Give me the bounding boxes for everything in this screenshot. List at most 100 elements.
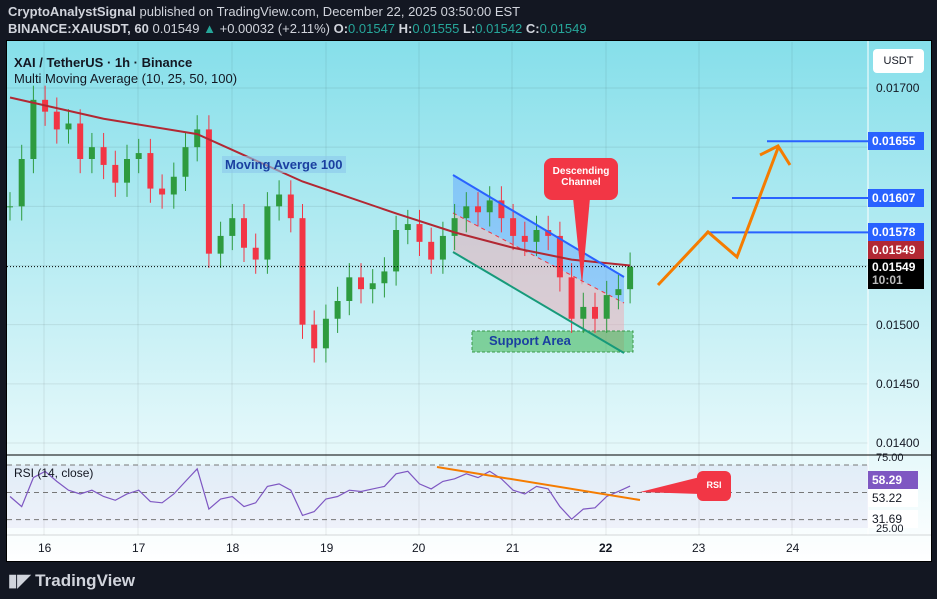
- rsi-level-tag: 31.69: [868, 510, 918, 528]
- publisher[interactable]: CryptoAnalystSignal: [8, 4, 136, 19]
- candle-body: [135, 153, 142, 159]
- candle-body: [545, 230, 552, 236]
- date-tick: 17: [132, 541, 146, 555]
- o-label: O:: [333, 21, 349, 36]
- candle-body: [205, 129, 212, 254]
- candle-body: [475, 206, 481, 213]
- candle-body: [346, 277, 353, 301]
- close: 0.01549: [539, 21, 587, 36]
- candle-body: [264, 206, 271, 260]
- candle-body: [170, 176, 177, 195]
- currency-button[interactable]: USDT: [873, 49, 924, 73]
- candle-body: [182, 147, 189, 177]
- candle-body: [603, 295, 610, 319]
- candle-body: [252, 247, 259, 260]
- candle-body: [217, 235, 224, 254]
- h-label: H:: [398, 21, 413, 36]
- tv-logo-icon: ▮◤: [8, 571, 31, 590]
- candle-body: [241, 218, 247, 248]
- rsi-level-tag: 53.22: [868, 489, 918, 507]
- last-price: 0.01549: [152, 21, 200, 36]
- candle-body: [580, 306, 587, 319]
- date-tick: 20: [412, 541, 426, 555]
- symbol-legend: XAI / TetherUS · 1h · Binance: [14, 55, 193, 70]
- channel-callout-pointer: [573, 198, 590, 285]
- candle-body: [100, 147, 107, 165]
- published-text: published on TradingView.com, December 2…: [139, 4, 521, 19]
- candle-body: [311, 324, 318, 349]
- last-price-tag: 0.01549 10:01: [868, 259, 924, 289]
- candle-body: [416, 224, 423, 242]
- channel-callout: [544, 158, 618, 200]
- date-tick: 18: [226, 541, 240, 555]
- brand-name: TradingView: [35, 571, 135, 590]
- candle-body: [381, 271, 388, 284]
- projection-path: [656, 147, 780, 287]
- symbol: BINANCE:XAIUSDT, 60: [8, 21, 149, 36]
- candle-body: [498, 200, 505, 219]
- target-tag-3: 0.01655: [868, 132, 924, 150]
- ma-price-tag: 0.01549: [868, 241, 924, 259]
- low: 0.01542: [475, 21, 523, 36]
- candle-body: [568, 277, 575, 319]
- candle-body: [7, 206, 13, 208]
- candle-body: [510, 218, 517, 236]
- candle-body: [18, 159, 25, 207]
- rsi-tick: 75.00: [876, 452, 904, 464]
- candle-body: [65, 123, 72, 130]
- candle-body: [322, 318, 329, 349]
- candle-body: [627, 266, 634, 290]
- price-tick: 0.01450: [876, 377, 920, 391]
- rsi-callout-text: RSI: [706, 480, 722, 490]
- projection-arrowhead: [759, 144, 792, 166]
- target-tag-1: 0.01578: [868, 223, 924, 241]
- candle-body: [615, 289, 622, 296]
- publish-line: CryptoAnalystSignal published on Trading…: [8, 4, 520, 19]
- candle-body: [451, 218, 458, 236]
- rsi-line: [9, 467, 631, 521]
- support-area-label: Support Area: [489, 333, 571, 348]
- candle-body: [229, 218, 236, 236]
- channel-lower-line: [452, 251, 625, 354]
- candle-body: [194, 129, 201, 148]
- bar-countdown: 10:01: [872, 273, 903, 287]
- channel-upper-line: [452, 174, 625, 278]
- candle-body: [30, 99, 37, 159]
- candle-body: [369, 283, 376, 290]
- candle-body: [77, 123, 84, 159]
- change: +0.00032 (+2.11%): [219, 21, 330, 36]
- candle-body: [124, 159, 130, 183]
- channel-midline: [452, 212, 625, 304]
- rsi-value-tag: 58.29: [868, 471, 918, 489]
- candle-body: [276, 194, 283, 207]
- candle-body: [404, 224, 411, 230]
- candle-body: [299, 218, 306, 325]
- target-tag-2: 0.01607: [868, 189, 924, 207]
- rsi-tick: 25.00: [876, 523, 904, 535]
- last-price-value: 0.01549: [872, 260, 916, 274]
- c-label: C:: [525, 21, 540, 36]
- date-tick: 22: [599, 541, 613, 555]
- price-tick: 0.01500: [876, 318, 920, 332]
- price-tick: 0.01400: [876, 436, 920, 450]
- candle-body: [53, 111, 60, 130]
- rsi-legend: RSI (14, close): [14, 466, 94, 480]
- candle-body: [428, 241, 435, 260]
- date-tick: 23: [692, 541, 706, 555]
- ma-annotation: Moving Averge 100: [222, 156, 346, 173]
- up-triangle-icon: ▲: [203, 21, 216, 36]
- candle-body: [88, 147, 95, 159]
- l-label: L:: [463, 21, 476, 36]
- date-tick: 16: [38, 541, 52, 555]
- rsi-trendline: [436, 466, 641, 501]
- candle-body: [287, 194, 294, 219]
- rsi-callout-pointer: [640, 477, 700, 494]
- candle-body: [147, 153, 154, 189]
- ma100-line: [9, 96, 631, 267]
- candle-body: [533, 230, 540, 242]
- support-area-box: [471, 330, 634, 353]
- channel-callout-text: Descending Channel: [552, 166, 610, 188]
- candle-body: [393, 230, 400, 272]
- tradingview-logo[interactable]: ▮◤ TradingView: [8, 571, 135, 591]
